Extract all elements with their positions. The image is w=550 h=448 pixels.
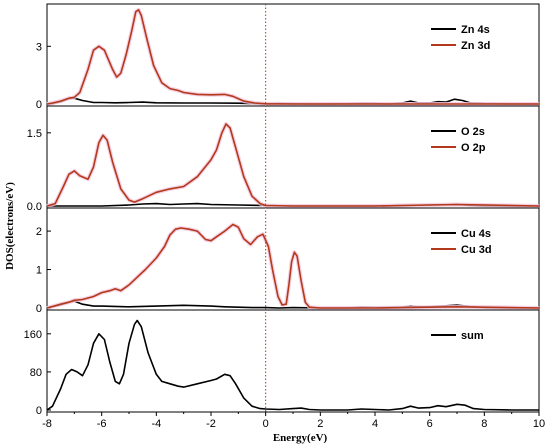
- legend-label: Zn 4s: [461, 24, 490, 36]
- y-tick-label: 2: [36, 226, 42, 238]
- y-tick-label: 80: [30, 367, 42, 379]
- panel-o: 0.0 1.5 O 2s O 2p: [27, 105, 540, 213]
- y-tick-label: 1.5: [27, 128, 42, 140]
- panel-cu: 0 1 2 Cu 4s Cu 3d: [36, 207, 540, 315]
- y-tick-label: 0: [36, 405, 42, 417]
- x-tick-label: 4: [372, 418, 378, 430]
- legend-label: Zn 3d: [461, 40, 490, 52]
- x-tick-label: 2: [317, 418, 323, 430]
- series-o-2p: [46, 123, 540, 207]
- x-tick-label: 6: [427, 418, 433, 430]
- x-tick-label: -8: [42, 418, 52, 430]
- y-tick-label: 1: [36, 265, 42, 277]
- legend-label: Cu 4s: [461, 228, 491, 240]
- legend-label: O 2p: [461, 142, 486, 154]
- series-cu-3d: [46, 223, 540, 309]
- legend-label: Cu 3d: [461, 244, 492, 256]
- series-zn-3d: [46, 9, 539, 105]
- x-tick-label: -6: [97, 418, 107, 430]
- y-tick-label: 160: [24, 329, 42, 341]
- legend-label: O 2s: [461, 126, 485, 138]
- x-axis-ticks: -8 -6 -4 -2 0 2 4 6 8 10: [42, 412, 545, 430]
- legend-label: sum: [461, 330, 484, 342]
- x-tick-label: 10: [533, 418, 545, 430]
- series-sum: [46, 319, 539, 411]
- x-tick-label: 8: [481, 418, 487, 430]
- y-tick-label: 3: [36, 41, 42, 53]
- y-tick-label: 0: [36, 99, 42, 111]
- y-axis-label: DOS(electrons/eV): [4, 182, 16, 270]
- x-tick-label: -4: [151, 418, 161, 430]
- panel-zn: 0 3 Zn 4s Zn 3d: [36, 7, 539, 111]
- panel-sum: 0 80 160 sum: [24, 309, 539, 417]
- x-axis-label: Energy(eV): [273, 432, 328, 444]
- x-tick-label: -2: [206, 418, 216, 430]
- x-tick-label: 0: [263, 418, 269, 430]
- y-tick-label: 0.0: [27, 201, 42, 213]
- y-tick-label: 0: [36, 303, 42, 315]
